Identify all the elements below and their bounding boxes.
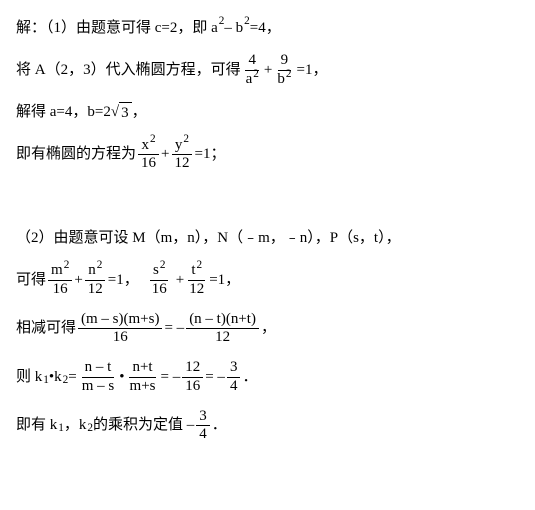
- text: +: [176, 270, 184, 291]
- text: 的乘积为定值 –: [93, 415, 194, 436]
- denominator: 16: [182, 378, 203, 395]
- fraction: (m – s)(m+s) 16: [78, 312, 162, 347]
- line-6: 可得 m2 16 + n2 12 =1， s2 16 + t2 12 =1，: [16, 263, 519, 298]
- denominator: 12: [186, 281, 207, 298]
- line-2: 将 A（2，3）代入椭圆方程，可得 4 a2 + 9 b2 =1，: [16, 53, 519, 88]
- text: +: [74, 270, 82, 291]
- radical-sign: √: [111, 102, 119, 124]
- line-8: 则 k1 •k2 = n – t m – s • n+t m+s = – 12 …: [16, 360, 519, 395]
- text: =4，: [250, 18, 281, 39]
- numerator: s2: [150, 263, 168, 281]
- denominator: 16: [110, 329, 131, 346]
- text: （2）由题意可设 M（m，n），N（﹣m，﹣n），P（s，t），: [16, 228, 401, 249]
- fraction: (n – t)(n+t) 12: [186, 312, 259, 347]
- numerator: t2: [188, 263, 205, 281]
- denominator: 4: [196, 426, 210, 443]
- fraction: y2 12: [171, 138, 192, 173]
- radicand: 3: [119, 102, 132, 124]
- fraction: t2 12: [186, 263, 207, 298]
- text: =1；: [194, 144, 225, 165]
- sup-2: 2: [244, 14, 250, 30]
- denominator: 16: [149, 281, 170, 298]
- denominator: m – s: [79, 378, 118, 395]
- text: =1，: [209, 270, 240, 291]
- fraction: 9 b2: [274, 53, 294, 88]
- text: = –: [205, 367, 225, 388]
- fraction: 4 a2: [243, 53, 262, 88]
- text: •k: [49, 367, 62, 388]
- sub-1: 1: [43, 373, 49, 389]
- text: ．: [242, 367, 257, 388]
- numerator: n+t: [129, 360, 155, 378]
- line-4: 即有椭圆的方程为 x2 16 + y2 12 =1；: [16, 138, 519, 173]
- text: – b: [224, 18, 243, 39]
- line-5: （2）由题意可设 M（m，n），N（﹣m，﹣n），P（s，t），: [16, 228, 519, 249]
- denominator: 16: [138, 155, 159, 172]
- denominator: 12: [171, 155, 192, 172]
- line-3: 解得 a=4，b=2 √ 3 ，: [16, 102, 519, 124]
- sub-2: 2: [63, 373, 69, 389]
- fraction: 3 4: [227, 360, 241, 395]
- fraction: n2 12: [85, 263, 106, 298]
- text: 可得: [16, 270, 46, 291]
- text: = –: [164, 318, 184, 339]
- numerator: (m – s)(m+s): [78, 312, 162, 330]
- text: 解：（1）由题意可得 c=2，即 a: [16, 18, 218, 39]
- text: +: [161, 144, 169, 165]
- numerator: m2: [48, 263, 72, 281]
- text: 则 k: [16, 367, 42, 388]
- fraction: n+t m+s: [127, 360, 159, 395]
- text: =1，: [108, 270, 139, 291]
- numerator: n – t: [82, 360, 115, 378]
- denominator: b2: [274, 71, 294, 88]
- numerator: y2: [172, 138, 192, 156]
- text: ，: [261, 318, 276, 339]
- sup-2: 2: [219, 14, 225, 30]
- numerator: x2: [138, 138, 158, 156]
- numerator: 12: [182, 360, 203, 378]
- fraction: x2 16: [138, 138, 159, 173]
- text: 即有 k: [16, 415, 57, 436]
- numerator: 3: [196, 409, 210, 427]
- numerator: n2: [85, 263, 105, 281]
- text: 即有椭圆的方程为: [16, 144, 136, 165]
- numerator: 3: [227, 360, 241, 378]
- denominator: 12: [212, 329, 233, 346]
- text: 相减可得: [16, 318, 76, 339]
- text: ，k: [64, 415, 87, 436]
- denominator: a2: [243, 71, 262, 88]
- text: = –: [161, 367, 181, 388]
- sub-1: 1: [58, 421, 64, 437]
- text: 解得 a=4，b=2: [16, 102, 111, 123]
- text: 将 A（2，3）代入椭圆方程，可得: [16, 60, 241, 81]
- fraction: 3 4: [196, 409, 210, 444]
- denominator: 12: [85, 281, 106, 298]
- text: +: [264, 60, 272, 81]
- numerator: (n – t)(n+t): [186, 312, 259, 330]
- sqrt: √ 3: [111, 102, 132, 124]
- denominator: 4: [227, 378, 241, 395]
- fraction: s2 16: [149, 263, 170, 298]
- text: •: [119, 367, 124, 388]
- fraction: n – t m – s: [79, 360, 118, 395]
- line-9: 即有 k1 ，k2 的乘积为定值 – 3 4 ．: [16, 409, 519, 444]
- text: =1，: [296, 60, 327, 81]
- sub-2: 2: [87, 421, 93, 437]
- denominator: 16: [50, 281, 71, 298]
- line-1: 解：（1）由题意可得 c=2，即 a2 – b2 =4，: [16, 18, 519, 39]
- text: ，: [132, 102, 147, 123]
- fraction: m2 16: [48, 263, 72, 298]
- denominator: m+s: [127, 378, 159, 395]
- fraction: 12 16: [182, 360, 203, 395]
- line-7: 相减可得 (m – s)(m+s) 16 = – (n – t)(n+t) 12…: [16, 312, 519, 347]
- text: =: [68, 367, 76, 388]
- text: ．: [212, 415, 227, 436]
